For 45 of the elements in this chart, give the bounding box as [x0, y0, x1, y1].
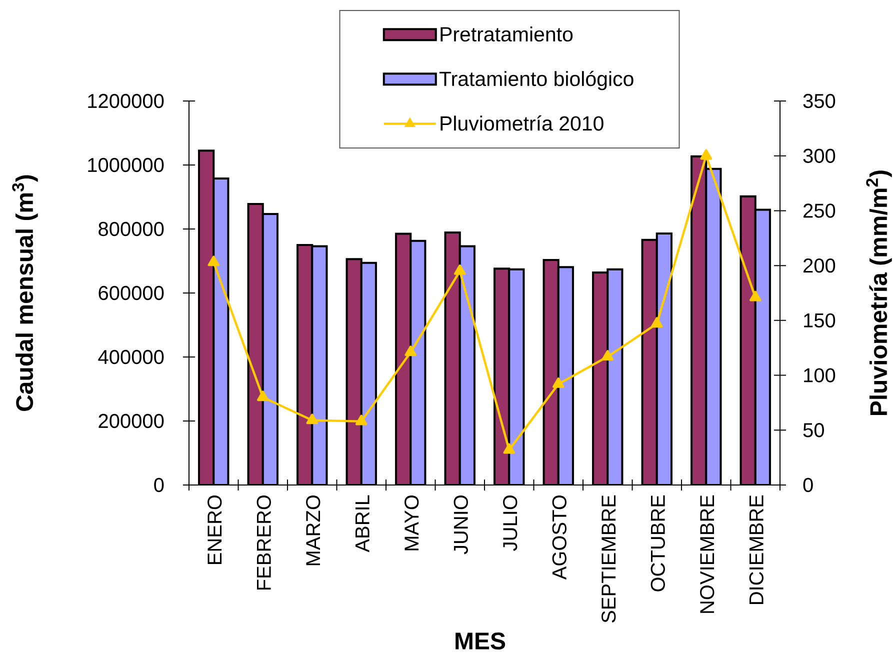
- x-tick-label: JULIO: [503, 495, 518, 551]
- point: [306, 414, 318, 424]
- x-tick-label: NOVIEMBRE: [700, 495, 714, 613]
- point: [256, 390, 269, 402]
- x-tick-label: MARZO: [306, 495, 320, 566]
- y-tick-label: 600000: [98, 286, 164, 300]
- y2-tick-label: 250: [804, 204, 836, 218]
- y-tick-label: 200000: [98, 414, 164, 428]
- x-tick-label: SEPTIEMBRE: [602, 495, 616, 623]
- legend-label: Pluviometría 2010: [440, 115, 604, 131]
- point: [650, 317, 663, 328]
- y-tick-label: 1000000: [88, 158, 164, 172]
- y-axis-title: Caudal mensual (m$^{3}$): [12, 175, 38, 411]
- point: [602, 350, 614, 361]
- point: [552, 377, 564, 388]
- y2-tick-label: 200: [804, 258, 836, 273]
- point: [749, 290, 762, 302]
- y-tick-label: 1200000: [88, 94, 164, 108]
- point: [503, 443, 516, 454]
- y2-tick-label: 150: [804, 313, 836, 328]
- point: [700, 149, 712, 160]
- y-tick-label: 0: [154, 478, 164, 492]
- x-tick-label: ENERO: [208, 495, 222, 564]
- y2-tick-label: 100: [804, 368, 836, 382]
- point: [404, 346, 417, 356]
- legend-label: Pretratamiento: [440, 26, 573, 42]
- y2-tick-label: 50: [803, 423, 824, 438]
- x-tick-label: DICIEMBRE: [749, 495, 764, 604]
- x-tick-label: JUNIO: [454, 495, 468, 554]
- y2-tick-label: 300: [803, 148, 836, 163]
- x-axis-title: MES: [456, 632, 506, 650]
- x-tick-label: AGOSTO: [552, 495, 566, 580]
- y2-axis-title: Pluviometría (mm/m$^{2}$): [866, 170, 892, 416]
- point: [208, 256, 220, 266]
- legend-label: Tratamiento biológico: [439, 70, 634, 90]
- x-tick-label: ABRIL: [355, 495, 370, 552]
- y2-tick-label: 350: [803, 94, 836, 108]
- x-tick-label: MAYO: [404, 495, 419, 550]
- point: [454, 264, 466, 275]
- y2-tick-label: 0: [803, 478, 813, 492]
- y-tick-label: 400000: [98, 350, 164, 364]
- y-tick-label: 800000: [98, 222, 164, 236]
- point: [355, 414, 368, 426]
- x-tick-label: FEBRERO: [256, 495, 271, 590]
- x-tick-label: OCTUBRE: [650, 495, 665, 592]
